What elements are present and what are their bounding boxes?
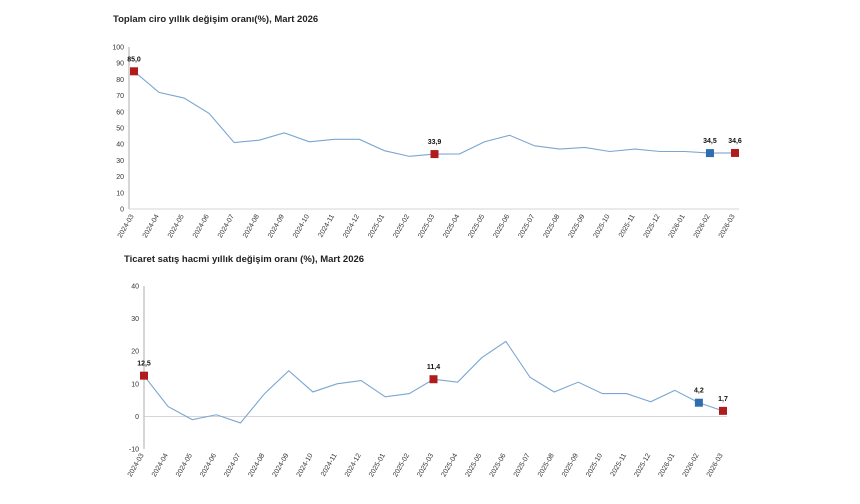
ciro-y-tick-label: 20 [116,174,124,181]
satis-x-tick-label: 2024-07 [223,452,242,478]
satis-x-tick-label: 2025-11 [610,452,629,477]
satis-data-label: 4,2 [694,388,704,395]
satis-x-tick-label: 2025-01 [368,452,387,478]
satis-x-tick-label: 2025-12 [633,452,652,478]
satis-x-tick-label: 2024-03 [127,452,146,478]
ciro-data-label: 85,0 [127,56,141,63]
ciro-y-tick-label: 40 [116,142,124,149]
satis-x-tick-label: 2025-07 [513,452,532,478]
satis-y-tick-label: 20 [131,349,139,356]
chart-title-satis-hacmi: Ticaret satış hacmi yıllık değişim oranı… [124,254,365,265]
satis-highlight-marker [694,398,703,407]
ciro-y-tick-label: 70 [116,93,124,100]
ciro-y-tick-label: 80 [116,77,124,84]
satis-x-tick-label: 2025-05 [465,452,484,478]
ciro-data-label: 34,5 [703,138,717,145]
satis-x-tick-label: 2026-01 [658,452,677,478]
satis-y-tick-label: -10 [129,447,139,454]
satis-x-tick-label: 2025-09 [561,452,580,478]
ciro-y-tick-label: 30 [116,158,124,165]
satis-highlight-marker [719,406,727,415]
satis-x-tick-label: 2025-03 [416,452,435,478]
ciro-y-tick-label: 0 [120,207,124,214]
satis-x-tick-label: 2025-08 [537,452,556,478]
satis-x-tick-label: 2024-08 [247,452,266,478]
satis-highlight-marker [429,375,438,384]
ciro-y-tick-label: 50 [116,126,124,133]
satis-x-tick-label: 2024-11 [320,452,339,477]
satis-x-tick-label: 2024-05 [175,452,194,478]
ciro-data-label: 34,6 [728,138,742,145]
satis-x-tick-label: 2024-04 [151,452,170,478]
satis-data-label: 1,7 [718,396,728,403]
ciro-highlight-marker [130,67,138,76]
satis-x-tick-label: 2025-06 [489,452,508,478]
ciro-y-tick-label: 60 [116,109,124,116]
satis-x-tick-label: 2024-09 [272,452,291,478]
satis-x-tick-label: 2024-06 [199,452,218,478]
satis-x-tick-label: 2025-10 [585,452,604,478]
ciro-data-label: 33,9 [428,139,442,146]
satis-highlight-marker [140,371,148,380]
satis-y-tick-label: 40 [131,284,139,291]
ciro-y-tick-label: 10 [116,190,124,197]
satis-x-tick-label: 2026-02 [682,452,701,478]
satis-y-tick-label: 0 [135,414,139,421]
ciro-y-tick-label: 90 [116,61,124,68]
satis-x-tick-label: 2024-10 [296,452,315,478]
satis-x-tick-label: 2025-04 [440,452,459,478]
satis-x-tick-label: 2025-02 [392,452,411,478]
ciro-highlight-marker [705,149,714,158]
satis-y-tick-label: 10 [131,381,139,388]
ciro-highlight-marker [430,150,439,159]
ciro-y-tick-label: 100 [112,45,124,52]
satis-y-tick-label: 30 [131,316,139,323]
ciro-highlight-marker [731,148,739,157]
satis-x-tick-label: 2026-03 [706,452,725,478]
satis-data-label: 11,4 [427,364,440,371]
chart-title-ciro: Toplam ciro yıllık değişim oranı(%), Mar… [113,14,319,25]
satis-data-label: 12,5 [137,361,151,368]
satis-x-tick-label: 2024-12 [344,452,363,478]
